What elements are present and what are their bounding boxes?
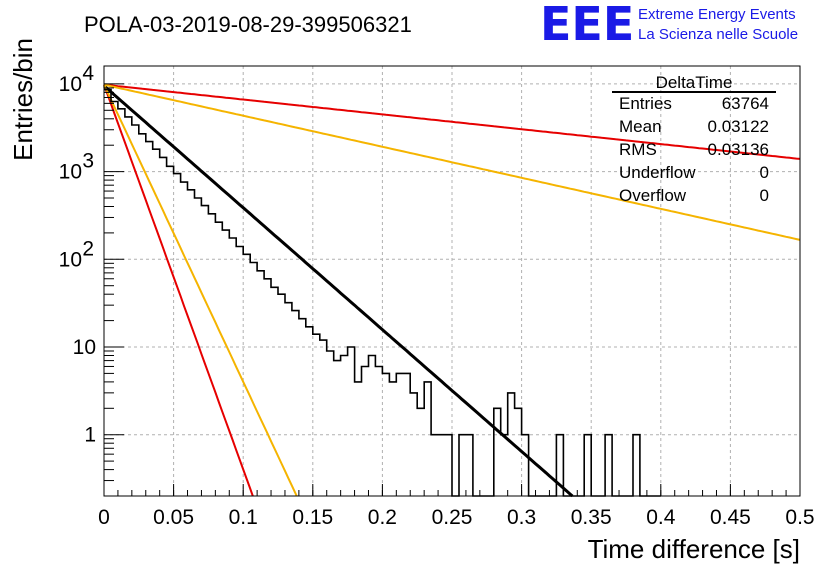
stats-value-mean: 0.03122 [708,117,769,136]
x-tick-label: 0.35 [571,506,612,529]
stats-label-underflow: Underflow [619,163,696,182]
y-tick-label: 10 [59,161,82,184]
x-tick-label: 0.45 [710,506,751,529]
fit-curves [103,83,801,498]
stats-title: DeltaTime [656,73,733,92]
stats-value-underflow: 0 [760,163,769,182]
stats-label-overflow: Overflow [619,186,687,205]
plot-frame [103,65,801,497]
stats-value-overflow: 0 [760,186,769,205]
x-tick-label: 0.05 [153,506,194,529]
stats-value-entries: 63764 [722,94,769,113]
eee-logo-mark: EEE [540,0,634,51]
stats-label-entries: Entries [619,94,672,113]
stats-label-mean: Mean [619,117,662,136]
fit-curve-2 [103,83,801,241]
fit-curve-1 [103,83,801,160]
eee-logo: EEE Extreme Energy Events La Scienza nel… [540,0,798,51]
y-tick-label: 10 [59,73,82,96]
grid [104,66,800,496]
stats-value-rms: 0.03136 [708,140,769,159]
y-axis-label: Entries/bin [8,38,38,161]
y-tick-exponent: 3 [82,150,94,173]
x-tick-label: 0 [98,506,110,529]
eee-logo-line1: Extreme Energy Events [638,6,796,23]
x-axis-label: Time difference [s] [588,534,800,564]
fit-curve-3 [103,84,254,497]
y-tick-label: 10 [73,336,96,359]
x-tick-label: 0.5 [785,506,814,529]
x-tick-label: 0.1 [229,506,258,529]
chart-title: POLA-03-2019-08-29-399506321 [84,12,412,37]
stats-label-rms: RMS [619,140,657,159]
x-tick-label: 0.15 [292,506,333,529]
x-tick-label: 0.4 [646,506,676,529]
x-tick-label: 0.3 [507,506,536,529]
fit-curve-4 [103,84,298,497]
eee-logo-line2: La Scienza nelle Scuole [638,26,798,43]
y-tick-exponent: 2 [82,237,94,260]
y-tick-exponent: 4 [82,62,94,85]
fit-curve-0 [103,84,574,498]
x-tick-label: 0.2 [368,506,397,529]
y-tick-label: 1 [84,424,96,447]
y-tick-label: 10 [59,248,82,271]
x-axis-ticks: 0 0.05 0.1 0.15 0.2 0.25 0.3 0.35 0.4 0.45 0.5 [98,484,815,529]
stats-box: DeltaTime Entries 63764 Mean 0.03122 RMS… [612,73,776,205]
x-tick-label: 0.25 [432,506,473,529]
